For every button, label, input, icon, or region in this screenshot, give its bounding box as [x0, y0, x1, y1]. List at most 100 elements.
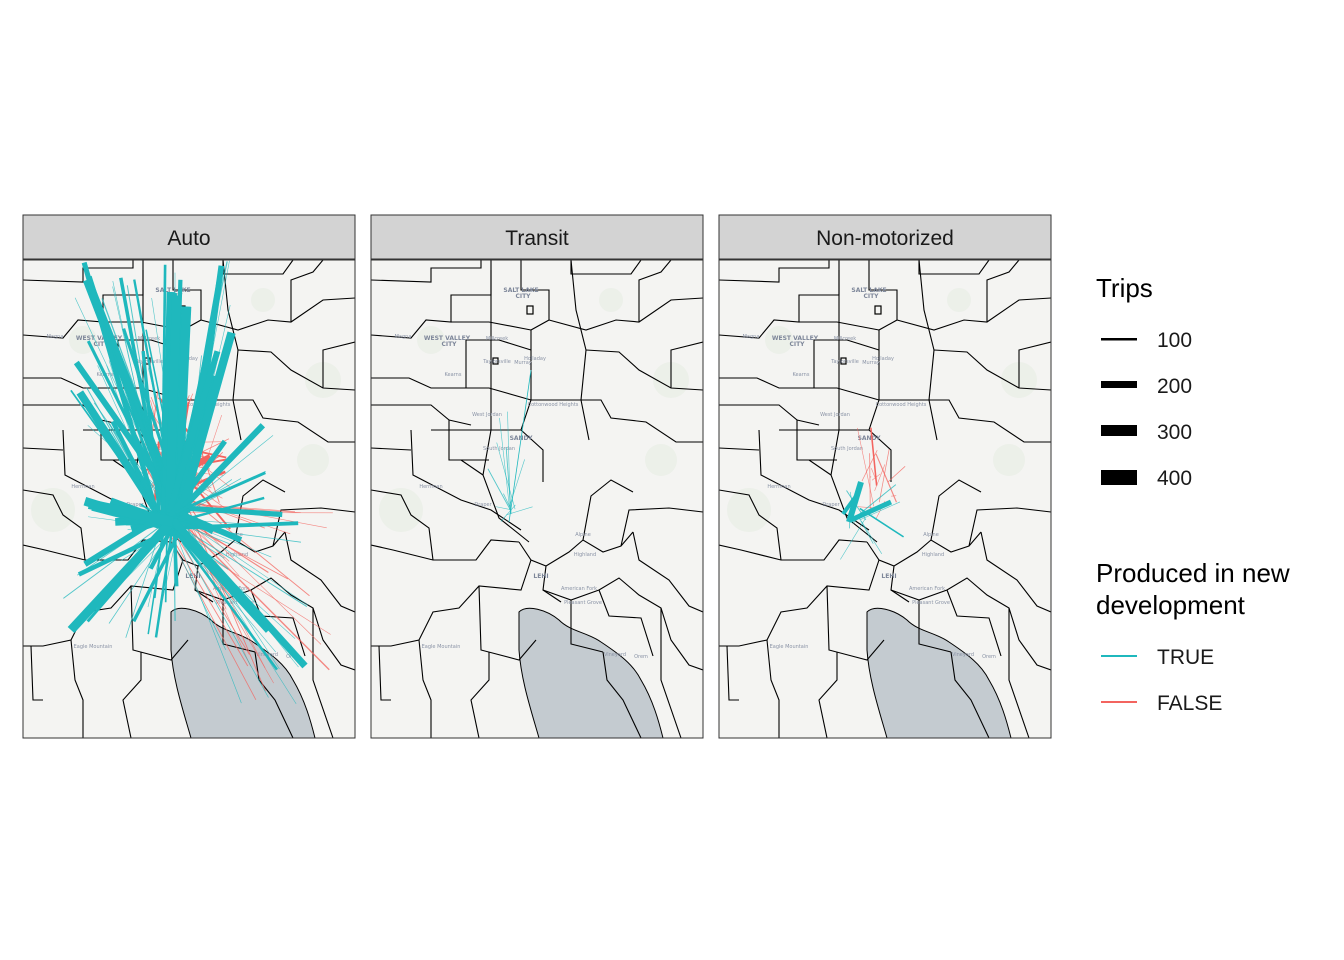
panel-border — [22, 259, 356, 739]
boundary-line — [890, 565, 1051, 671]
place-label: Highland — [574, 552, 596, 558]
place-label: Herriman — [71, 484, 94, 490]
flow-line-new-development — [840, 518, 866, 560]
boundary-line — [531, 399, 703, 443]
flow-line-new-development — [180, 505, 283, 518]
place-label: Herriman — [419, 484, 442, 490]
place-label: Herriman — [767, 484, 790, 490]
flow-line-new-development — [171, 524, 269, 698]
terrain-patch — [765, 326, 793, 354]
study-zone — [874, 305, 882, 315]
study-zone — [840, 357, 847, 365]
facet-strip-label: Auto — [167, 227, 210, 250]
flow-line-new-development — [179, 517, 308, 606]
boundary-line — [933, 349, 1051, 391]
flow-line-new-development — [87, 499, 175, 527]
boundary-line — [371, 339, 499, 389]
boundary-line — [371, 447, 412, 451]
flow-line-new-development — [487, 468, 512, 512]
boundary-line — [237, 349, 355, 391]
flow-line-new-development — [169, 526, 276, 653]
flow-line-new-development — [164, 525, 227, 650]
boundary-line — [194, 565, 355, 671]
place-label: Pleasant Grove — [912, 600, 950, 606]
flow-line-existing — [182, 508, 322, 645]
boundary-line — [866, 531, 982, 567]
place-label: WEST VALLEY — [424, 335, 471, 342]
place-label: CITY — [93, 341, 109, 348]
flow-line-new-development — [170, 470, 266, 521]
place-label: Draper — [474, 502, 492, 508]
place-label: Alpine — [575, 532, 591, 538]
boundary-line — [371, 559, 532, 647]
flow-line-existing — [857, 427, 875, 507]
place-label: CITY — [441, 341, 457, 348]
boundary-line — [846, 339, 880, 351]
boundary-line — [918, 600, 952, 653]
facet-strip — [370, 214, 704, 260]
flow-line-existing — [878, 449, 890, 503]
flow-line-new-development — [849, 499, 893, 523]
place-label: LEHI — [185, 573, 200, 580]
flow-line-existing — [187, 506, 266, 692]
boundary-line — [814, 387, 880, 401]
boundary-line — [371, 260, 482, 283]
place-label: Eagle Mountain — [422, 644, 461, 650]
boundary-line — [466, 387, 532, 401]
flow-line-new-development — [857, 515, 874, 544]
boundary-line — [799, 321, 880, 331]
boundary-line — [518, 531, 634, 567]
flow-line-new-development — [171, 478, 242, 518]
boundary-line — [23, 447, 64, 451]
place-label: LEHI — [881, 573, 896, 580]
flow-line-new-development — [63, 515, 175, 599]
legend-color-item-true: TRUE — [1101, 646, 1214, 669]
flow-line-existing — [871, 468, 877, 482]
place-label: CITY — [863, 293, 879, 300]
legend-color-item-false: FALSE — [1101, 692, 1222, 715]
flow-line-new-development — [181, 512, 243, 543]
place-label: American Fork — [561, 586, 597, 592]
place-label: CITY — [515, 293, 531, 300]
utah-lake — [518, 607, 664, 738]
place-label: Orem — [634, 654, 648, 660]
flow-line-new-development — [86, 387, 159, 516]
flow-line-new-development — [841, 490, 861, 516]
boundary-line — [980, 531, 1051, 613]
panel-border — [370, 259, 704, 739]
flow-line-new-development — [67, 516, 177, 634]
boundary-line — [719, 260, 830, 283]
flow-line-existing — [161, 501, 330, 671]
place-label: SANDY — [858, 435, 882, 442]
boundary-line — [719, 539, 868, 561]
boundary-line — [23, 339, 151, 389]
flow-line-new-development — [162, 350, 221, 526]
place-label: SALT LAKE — [851, 287, 886, 294]
flow-line-new-development — [860, 520, 883, 555]
terrain-patch — [993, 444, 1025, 476]
flow-line-new-development — [86, 340, 175, 514]
flow-lines — [63, 260, 333, 705]
boundary-line — [371, 489, 434, 561]
boundary-line — [254, 651, 294, 738]
utah-lake — [866, 607, 1012, 738]
zone-boundaries — [371, 260, 703, 738]
place-label: WEST VALLEY — [76, 335, 123, 342]
boundary-line — [638, 260, 672, 322]
place-label: Millcreek — [834, 336, 856, 342]
boundary-line — [890, 589, 910, 603]
terrain-patch — [727, 488, 771, 532]
boundary-line — [548, 297, 703, 331]
boundary-line — [826, 585, 885, 661]
legend-size-item: 200 — [1101, 375, 1192, 398]
facet-strip-label: Non-motorized — [816, 227, 954, 250]
boundary-line — [585, 349, 703, 391]
boundary-line — [808, 459, 832, 476]
place-label: Kearns — [793, 372, 810, 378]
boundary-line — [272, 507, 355, 547]
flow-line-new-development — [112, 286, 168, 527]
place-label: Murray — [514, 360, 532, 366]
